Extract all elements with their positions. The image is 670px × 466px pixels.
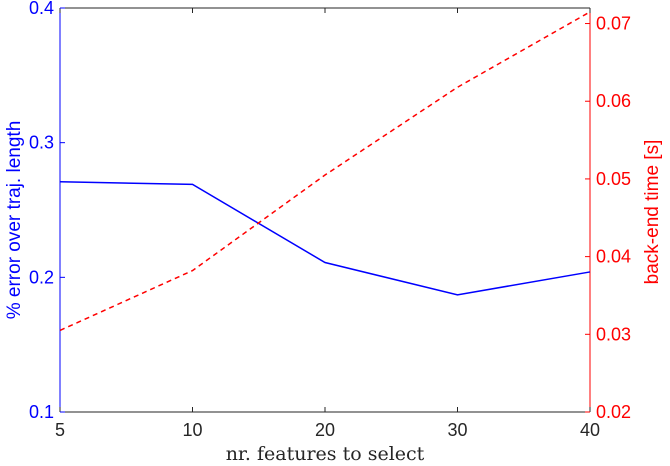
left-y-tick-label: 0.3 [29,133,54,153]
x-tick-label: 20 [315,420,335,440]
right-y-tick-label: 0.07 [596,14,631,34]
x-axis-ticks: 5 10 20 30 40 [55,8,600,440]
left-y-axis-ticks: 0.1 0.2 0.3 0.4 [29,0,65,422]
series-layer [59,11,591,332]
left-y-tick-label: 0.1 [29,402,54,422]
left-y-tick-label: 0.2 [29,267,54,287]
x-tick-label: 30 [447,420,467,440]
left-y-tick-label: 0.4 [29,0,54,18]
error-line [59,180,591,296]
backend-time-line [59,11,591,332]
x-tick-label: 5 [55,420,65,440]
right-y-axis-title: back-end time [s] [642,140,663,285]
right-y-tick-label: 0.05 [596,169,631,189]
x-axis-title: nr. features to select [226,443,425,465]
right-y-axis-ticks: 0.02 0.03 0.04 0.05 0.06 0.07 [585,14,631,422]
plot-area [60,8,590,412]
right-y-tick-label: 0.04 [596,247,631,267]
right-y-tick-label: 0.03 [596,324,631,344]
x-tick-label: 10 [182,420,202,440]
x-tick-label: 40 [580,420,600,440]
left-y-axis-title: % error over traj. length [4,121,25,320]
right-y-tick-label: 0.02 [596,402,631,422]
right-y-tick-label: 0.06 [596,91,631,111]
